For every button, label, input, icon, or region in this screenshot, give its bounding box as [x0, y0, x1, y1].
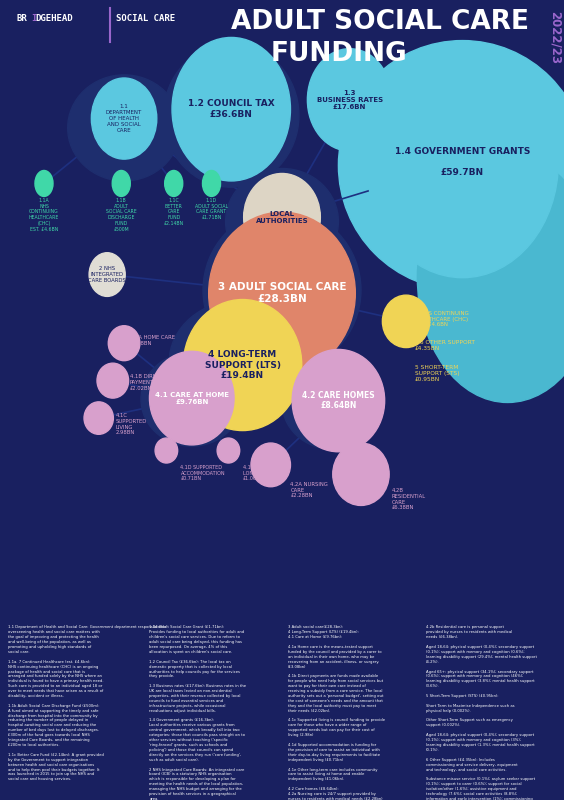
Ellipse shape	[89, 253, 125, 296]
Ellipse shape	[155, 438, 178, 463]
Ellipse shape	[68, 75, 180, 181]
Text: 2022/23: 2022/23	[549, 11, 562, 64]
Text: 1.1A
NHS
CONTINUING
HEALTHCARE
(CHC)
EST. £4.6BN: 1.1A NHS CONTINUING HEALTHCARE (CHC) EST…	[29, 198, 59, 232]
Text: 1.1
DEPARTMENT
OF HEALTH
AND SOCIAL
CARE: 1.1 DEPARTMENT OF HEALTH AND SOCIAL CARE	[106, 105, 142, 133]
Text: * 6 OTHER SUPPORT
£4.35BN: * 6 OTHER SUPPORT £4.35BN	[415, 340, 474, 351]
Ellipse shape	[251, 443, 290, 486]
Text: 1.1D
ADULT SOCIAL
CARE GRANT
£1.71BN: 1.1D ADULT SOCIAL CARE GRANT £1.71BN	[195, 198, 228, 220]
Ellipse shape	[172, 38, 290, 181]
Text: 4.2b Residential care is personal support
provided by nurses to residents with m: 4.2b Residential care is personal suppor…	[426, 626, 537, 800]
Text: 4.2 CARE HOMES
£8.64BN: 4.2 CARE HOMES £8.64BN	[302, 391, 374, 410]
Text: 4.1 CARE AT HOME
£9.76BN: 4.1 CARE AT HOME £9.76BN	[155, 392, 229, 405]
Text: 4.2B
RESIDENTIAL
CARE
£6.38BN: 4.2B RESIDENTIAL CARE £6.38BN	[392, 488, 426, 510]
Text: 4.2A NURSING
CARE
£2.28BN: 4.2A NURSING CARE £2.28BN	[290, 482, 328, 498]
Ellipse shape	[282, 356, 384, 450]
Text: 4.1C
SUPPORTED
LIVING
2.98BN: 4.1C SUPPORTED LIVING 2.98BN	[116, 413, 147, 435]
Ellipse shape	[226, 169, 338, 274]
Text: 4.1D SUPPORTED
ACCOMMODATION
£0.71BN: 4.1D SUPPORTED ACCOMMODATION £0.71BN	[180, 465, 225, 482]
Text: 1.4 GOVERNMENT GRANTS

£59.7BN: 1.4 GOVERNMENT GRANTS £59.7BN	[395, 147, 530, 177]
Ellipse shape	[244, 174, 320, 261]
Ellipse shape	[35, 170, 53, 197]
Text: 4.1A HOME CARE
£3.08BN: 4.1A HOME CARE £3.08BN	[130, 335, 175, 346]
Text: ADULT SOCIAL CARE: ADULT SOCIAL CARE	[231, 10, 529, 35]
Text: 1.1C
BETTER
CARE
FUND
£2.14BN: 1.1C BETTER CARE FUND £2.14BN	[164, 198, 184, 226]
Ellipse shape	[112, 170, 130, 197]
Text: FUNDING: FUNDING	[271, 41, 407, 66]
Ellipse shape	[183, 299, 302, 430]
Text: 1.1B
ADULT
SOCIAL CARE
DISCHARGE
FUND
£500M: 1.1B ADULT SOCIAL CARE DISCHARGE FUND £5…	[106, 198, 136, 232]
Ellipse shape	[91, 78, 157, 159]
Text: 3 ADULT SOCIAL CARE
£28.3BN: 3 ADULT SOCIAL CARE £28.3BN	[218, 282, 346, 304]
Ellipse shape	[292, 350, 385, 452]
Ellipse shape	[97, 363, 129, 398]
Text: LOCAL
AUTHORITIES: LOCAL AUTHORITIES	[255, 210, 309, 224]
Ellipse shape	[108, 326, 140, 361]
Text: BR: BR	[17, 14, 28, 22]
Ellipse shape	[333, 443, 389, 506]
Text: 4.1E OTHER
LONG-TERM CARE
£1.06BN: 4.1E OTHER LONG-TERM CARE £1.06BN	[243, 465, 286, 482]
Text: 1.1 Department of Health and Social Care: Government department responsible for
: 1.1 Department of Health and Social Care…	[8, 626, 166, 782]
Text: 7 NHS CONTINUING
HEALTHCARE (CHC)
EST. £4.6BN: 7 NHS CONTINUING HEALTHCARE (CHC) EST. £…	[415, 310, 469, 327]
Ellipse shape	[84, 402, 113, 434]
Ellipse shape	[307, 49, 392, 151]
Text: 4 LONG-TERM
SUPPORT (LTS)
£19.4BN: 4 LONG-TERM SUPPORT (LTS) £19.4BN	[205, 350, 280, 380]
Ellipse shape	[202, 170, 221, 197]
Text: SOCIAL CARE: SOCIAL CARE	[116, 14, 175, 22]
Text: 1.3
BUSINESS RATES
£17.6BN: 1.3 BUSINESS RATES £17.6BN	[316, 90, 383, 110]
Ellipse shape	[165, 170, 183, 197]
Text: 1.1d Adult Social Care Grant (£1.71bn):
Provides funding to local authorities fo: 1.1d Adult Social Care Grant (£1.71bn): …	[149, 626, 246, 800]
Ellipse shape	[417, 153, 564, 402]
Text: 3 Adult social care(£28.3bn):
4 Long-Term Support (LTS) (£19.4bn):
4.1 Care at H: 3 Adult social care(£28.3bn): 4 Long-Ter…	[288, 626, 385, 800]
Ellipse shape	[217, 438, 240, 463]
Text: 4.1B DIRECT
PAYMENTS
£2.02BN: 4.1B DIRECT PAYMENTS £2.02BN	[130, 374, 162, 391]
Ellipse shape	[169, 299, 316, 424]
Ellipse shape	[367, 46, 558, 278]
Text: DGEHEAD: DGEHEAD	[36, 14, 73, 22]
Ellipse shape	[203, 209, 361, 371]
Text: 5 SHORT-TERM
SUPPORT (STS)
£0.95BN: 5 SHORT-TERM SUPPORT (STS) £0.95BN	[415, 365, 459, 382]
Text: I: I	[31, 14, 37, 22]
Ellipse shape	[382, 295, 430, 347]
Text: 2 NHS
INTEGRATED
CARE BOARDS: 2 NHS INTEGRATED CARE BOARDS	[89, 266, 126, 283]
Ellipse shape	[164, 44, 299, 187]
Ellipse shape	[209, 212, 355, 374]
Text: 1.2 COUNCIL TAX
£36.6BN: 1.2 COUNCIL TAX £36.6BN	[188, 99, 275, 119]
Ellipse shape	[149, 351, 234, 445]
Ellipse shape	[141, 353, 243, 446]
Ellipse shape	[338, 41, 564, 290]
